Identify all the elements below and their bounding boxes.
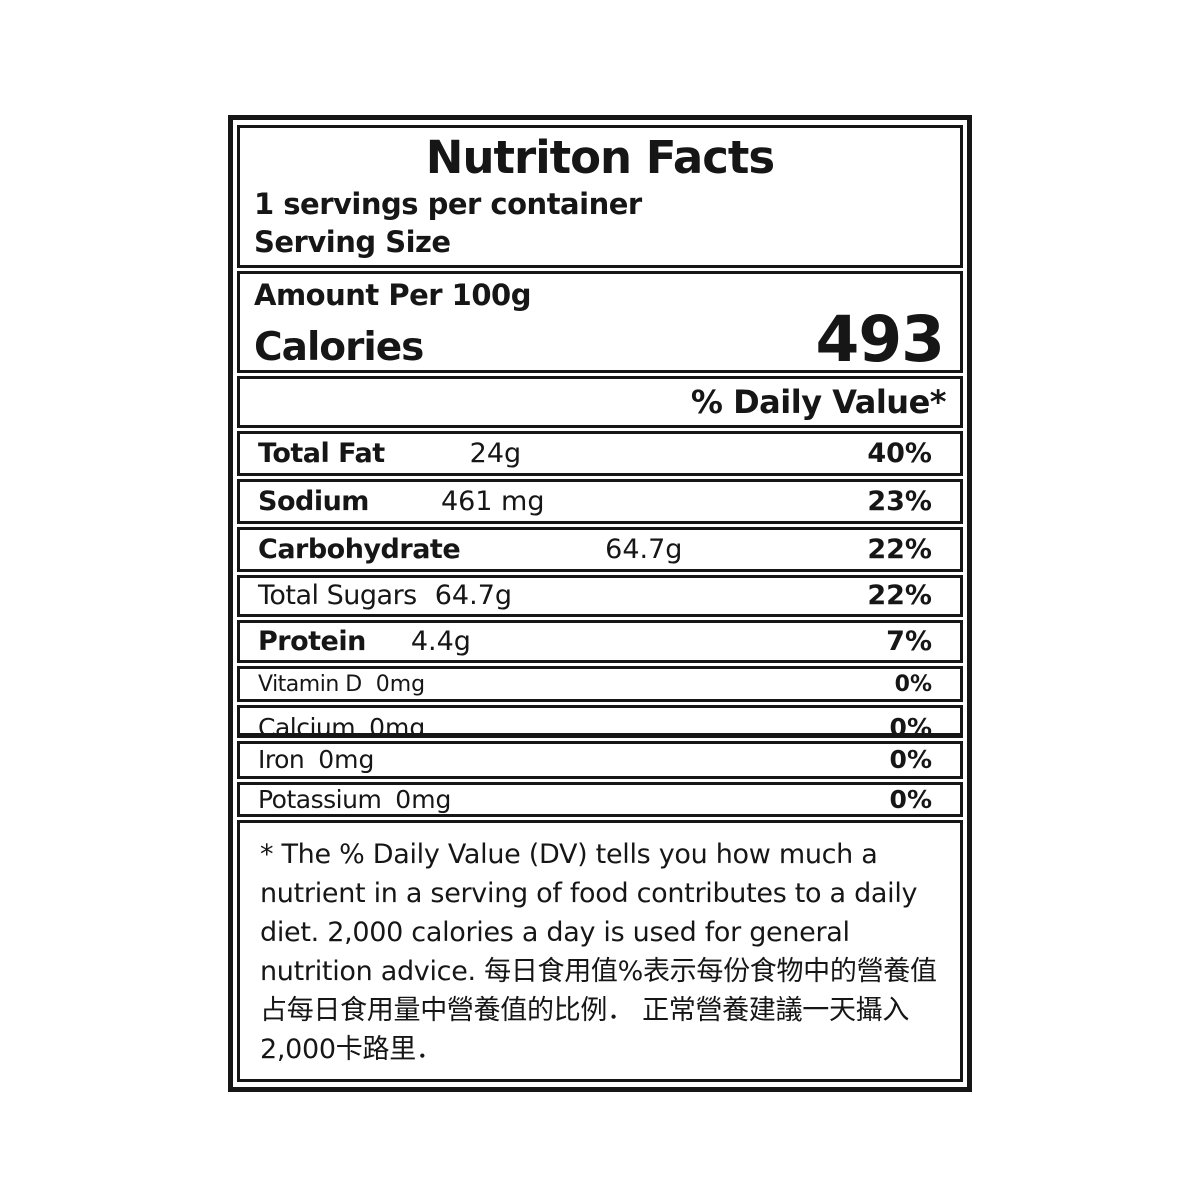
- nutrient-name: Iron: [258, 745, 305, 775]
- nutrient-name: Potassium: [258, 785, 382, 815]
- micronutrient-row-calcium: Calcium 0mg 0%: [237, 705, 963, 738]
- nutrient-daily-value: 0%: [889, 785, 932, 815]
- nutrient-amount: 0mg: [395, 785, 452, 815]
- nutrient-amount: 0mg: [369, 713, 426, 738]
- nutrient-amount: 0mg: [375, 671, 426, 697]
- serving-size-label: Serving Size: [254, 224, 451, 259]
- nutrient-daily-value: 22%: [867, 534, 932, 566]
- nutrient-row-protein: Protein 4.4g 7%: [237, 619, 963, 663]
- nutrient-daily-value: 0%: [889, 713, 932, 738]
- nutrient-amount: 0mg: [318, 745, 375, 775]
- label-title: Nutriton Facts: [425, 131, 775, 184]
- nutrient-name: Carbohydrate: [258, 534, 461, 566]
- nutrition-facts-label: Nutriton Facts 1 servings per container …: [228, 115, 972, 1092]
- footnote-text: * The % Daily Value (DV) tells you how m…: [260, 835, 942, 1069]
- calories-section: Amount Per 100g Calories 493: [237, 271, 963, 377]
- nutrient-amount: 4.4g: [410, 625, 471, 657]
- amount-per-heading: Amount Per 100g: [254, 278, 531, 313]
- label-header-section: Nutriton Facts 1 servings per container …: [237, 125, 963, 269]
- nutrient-amount: 64.7g: [605, 534, 683, 566]
- calories-row: Calories 493: [254, 303, 945, 377]
- nutrient-daily-value: 0%: [894, 671, 932, 697]
- nutrient-amount: 64.7g: [434, 580, 513, 612]
- nutrient-row-total-sugars: Total Sugars 64.7g 22%: [237, 575, 963, 617]
- nutrient-daily-value: 0%: [889, 745, 932, 775]
- servings-per-container: 1 servings per container: [254, 186, 642, 221]
- nutrient-daily-value: 7%: [886, 625, 932, 657]
- nutrient-name: Total Fat: [258, 438, 385, 470]
- footnote-section: * The % Daily Value (DV) tells you how m…: [237, 820, 963, 1083]
- nutrient-row-carbohydrate: Carbohydrate 64.7g 22%: [237, 527, 963, 572]
- nutrient-amount: 461 mg: [440, 486, 545, 518]
- nutrient-name: Vitamin D: [258, 671, 362, 697]
- daily-value-header: % Daily Value*: [690, 383, 947, 422]
- micronutrient-row-vitamin-d: Vitamin D 0mg 0%: [237, 665, 963, 703]
- micronutrient-row-potassium: Potassium 0mg 0%: [237, 782, 963, 818]
- nutrient-name: Sodium: [258, 486, 369, 518]
- nutrient-amount: 24g: [469, 438, 522, 470]
- footnote-chinese: 每日食用值%表示每份食物中的營養值占每日食用量中營養值的比例． 正常營養建議一天…: [260, 956, 937, 1066]
- nutrient-name: Calcium: [258, 713, 356, 738]
- footnote-english: * The % Daily Value (DV) tells you how m…: [260, 839, 918, 988]
- nutrient-daily-value: 22%: [867, 580, 932, 612]
- nutrient-daily-value: 23%: [867, 486, 932, 518]
- micronutrient-row-iron: Iron 0mg 0%: [237, 740, 963, 780]
- nutrient-name: Protein: [258, 625, 366, 657]
- nutrient-name: Total Sugars: [258, 580, 417, 612]
- calories-value: 493: [815, 303, 945, 377]
- nutrient-row-total-fat: Total Fat 24g 40%: [237, 431, 963, 477]
- calories-label: Calories: [254, 325, 424, 371]
- nutrient-row-sodium: Sodium 461 mg 23%: [237, 479, 963, 525]
- daily-value-header-section: % Daily Value*: [237, 376, 963, 429]
- nutrient-daily-value: 40%: [867, 438, 932, 470]
